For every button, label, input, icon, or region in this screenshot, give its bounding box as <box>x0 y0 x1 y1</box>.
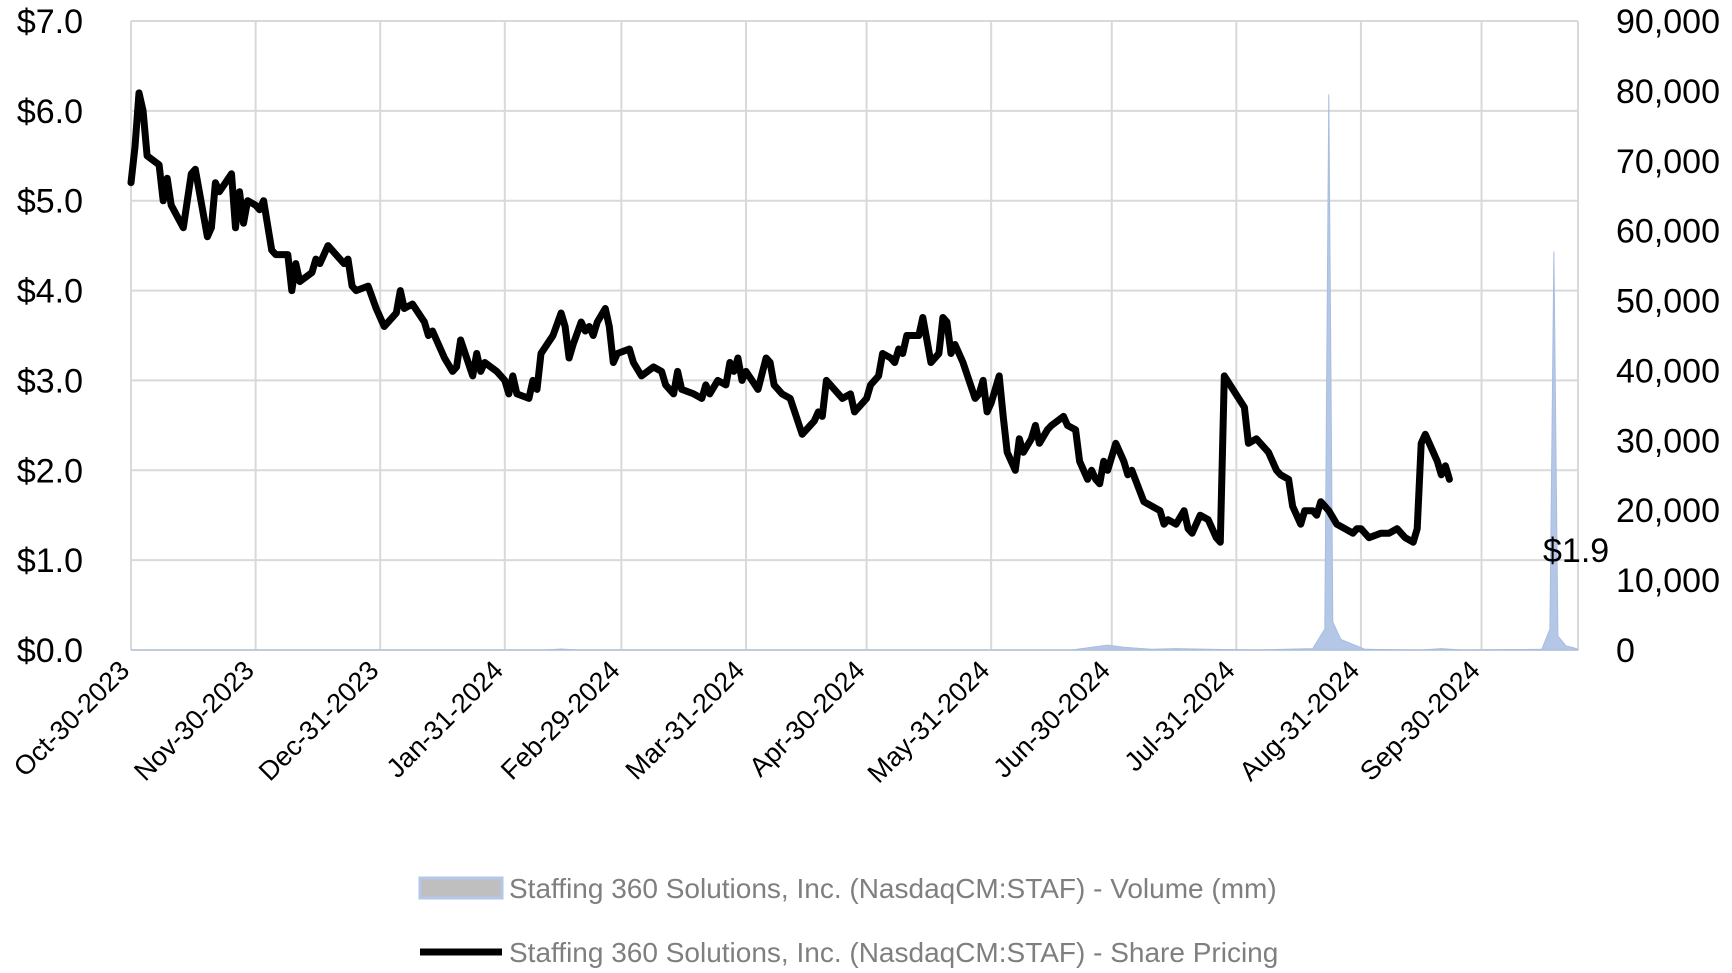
right-tick-label: 40,000 <box>1616 352 1720 390</box>
legend: Staffing 360 Solutions, Inc. (NasdaqCM:S… <box>418 873 1278 968</box>
legend-item-share-pricing[interactable]: Staffing 360 Solutions, Inc. (NasdaqCM:S… <box>420 937 1278 968</box>
legend-item-volume[interactable]: Staffing 360 Solutions, Inc. (NasdaqCM:S… <box>418 873 1277 904</box>
x-tick-label: Jan-31-2024 <box>381 655 509 783</box>
last-price-label: $1.9 <box>1543 532 1609 570</box>
share-price-line <box>127 89 1453 546</box>
x-tick-label: Sep-30-2024 <box>1354 655 1486 787</box>
left-tick-label: $1.0 <box>17 542 83 580</box>
legend-share-pricing-label: Staffing 360 Solutions, Inc. (NasdaqCM:S… <box>509 937 1278 968</box>
right-tick-label: 10,000 <box>1616 562 1720 600</box>
left-tick-label: $6.0 <box>17 93 83 131</box>
legend-volume-swatch <box>418 876 504 900</box>
x-tick-label: Apr-30-2024 <box>743 655 870 782</box>
right-tick-label: 30,000 <box>1616 422 1720 460</box>
gridlines <box>130 20 1579 651</box>
right-axis-tick-labels: 0 10,000 20,000 30,000 40,000 50,000 60,000 70,… <box>1616 3 1720 670</box>
left-tick-label: $7.0 <box>17 3 83 41</box>
x-tick-label: Jun-30-2024 <box>988 655 1116 783</box>
right-tick-label: 0 <box>1616 632 1635 670</box>
x-tick-label: Nov-30-2023 <box>128 655 260 787</box>
right-tick-label: 80,000 <box>1616 73 1720 111</box>
x-tick-label: Mar-31-2024 <box>620 655 751 786</box>
share-price-line-layer <box>127 89 1453 546</box>
left-tick-label: $5.0 <box>17 183 83 221</box>
right-tick-label: 90,000 <box>1616 3 1720 41</box>
left-tick-label: $3.0 <box>17 362 83 400</box>
right-tick-label: 20,000 <box>1616 492 1720 530</box>
legend-volume-label: Staffing 360 Solutions, Inc. (NasdaqCM:S… <box>509 873 1277 904</box>
volume-area-layer <box>131 94 1579 651</box>
x-tick-label: Feb-29-2024 <box>495 655 626 786</box>
left-tick-label: $0.0 <box>17 632 83 670</box>
x-axis-tick-labels: Oct-30-2023Nov-30-2023Dec-31-2023Jan-31-… <box>8 655 1486 789</box>
x-tick-label: Aug-31-2024 <box>1234 655 1366 787</box>
volume-area <box>131 94 1579 651</box>
x-tick-label: May-31-2024 <box>862 655 996 789</box>
left-axis-tick-labels: $0.0 $1.0 $2.0 $3.0 $4.0 $5.0 $6.0 $7.0 <box>17 3 83 670</box>
x-tick-label: Oct-30-2023 <box>8 655 135 782</box>
left-tick-label: $2.0 <box>17 452 83 490</box>
left-tick-label: $4.0 <box>17 273 83 311</box>
right-tick-label: 50,000 <box>1616 283 1720 321</box>
x-tick-label: Jul-31-2024 <box>1119 655 1241 777</box>
right-tick-label: 60,000 <box>1616 213 1720 251</box>
right-tick-label: 70,000 <box>1616 143 1720 181</box>
x-tick-label: Dec-31-2023 <box>253 655 385 787</box>
